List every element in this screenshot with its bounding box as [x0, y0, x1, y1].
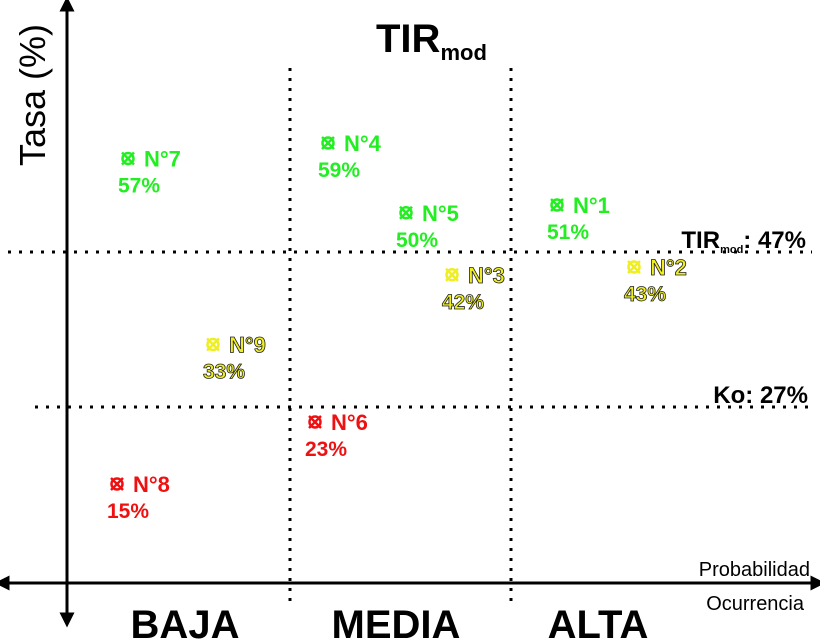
point-8-label: N°8 — [133, 472, 170, 497]
point-4-label: N°4 — [344, 131, 382, 156]
ref-label-tir-mod-name: TIR — [681, 227, 720, 254]
ref-label-ko: Ko: 27% — [713, 382, 808, 409]
point-2-label: N°2 — [650, 255, 687, 280]
ref-label-tir-mod-subscript: mod — [720, 244, 743, 256]
point-4-value: 59% — [318, 159, 360, 182]
point-6: N°623% — [305, 410, 368, 461]
point-5-value: 50% — [396, 229, 438, 252]
point-9-value: 33% — [203, 361, 245, 384]
point-7-value: 57% — [118, 175, 160, 198]
point-8-value: 15% — [107, 500, 149, 523]
point-1: N°151% — [547, 193, 610, 244]
point-7: N°757% — [118, 147, 181, 198]
x-axis-title-top: Probabilidad — [699, 559, 810, 581]
ref-label-ko-value: : 27% — [745, 382, 808, 409]
point-9: N°933% — [203, 332, 267, 384]
point-3-value: 42% — [442, 291, 484, 314]
point-5: N°550% — [396, 201, 459, 252]
point-9-label: N°9 — [229, 333, 266, 358]
point-5-marker — [399, 205, 413, 220]
ref-label-ko-name: Ko — [713, 382, 745, 409]
point-4-marker — [321, 136, 335, 150]
point-4: N°459% — [318, 131, 382, 182]
point-8: N°815% — [107, 472, 170, 523]
point-6-marker — [308, 415, 322, 429]
point-3-label: N°3 — [468, 263, 505, 288]
point-6-label: N°6 — [331, 410, 368, 435]
point-3: N°342% — [442, 262, 506, 314]
point-1-marker — [550, 198, 564, 212]
chart-title-main: TIR — [376, 17, 441, 61]
point-1-label: N°1 — [573, 193, 610, 218]
point-2-marker — [627, 260, 641, 274]
y-axis-title: Tasa (%) — [12, 24, 53, 166]
chart-title-subscript: mod — [440, 40, 486, 65]
point-9-marker — [206, 337, 220, 352]
ref-label-tir-mod: TIRmod: 47% — [681, 227, 806, 256]
ref-label-tir-mod-value: : 47% — [743, 227, 806, 254]
point-2: N°243% — [624, 255, 688, 307]
point-2-value: 43% — [624, 283, 666, 306]
point-8-marker — [110, 477, 124, 491]
category-label-baja: BAJA — [131, 603, 240, 641]
chart-title: TIRmod — [376, 17, 487, 65]
point-3-marker — [445, 267, 459, 282]
point-6-value: 23% — [305, 438, 347, 461]
point-1-value: 51% — [547, 221, 589, 244]
point-5-label: N°5 — [422, 201, 459, 226]
points-layer: N°151%N°243%N°342%N°459%N°550%N°623%N°75… — [107, 131, 687, 523]
point-7-label: N°7 — [144, 147, 181, 172]
x-axis-title-bottom: Ocurrencia — [706, 593, 805, 615]
point-7-marker — [121, 151, 135, 166]
category-label-media: MEDIA — [332, 603, 461, 641]
category-label-alta: ALTA — [548, 603, 649, 641]
